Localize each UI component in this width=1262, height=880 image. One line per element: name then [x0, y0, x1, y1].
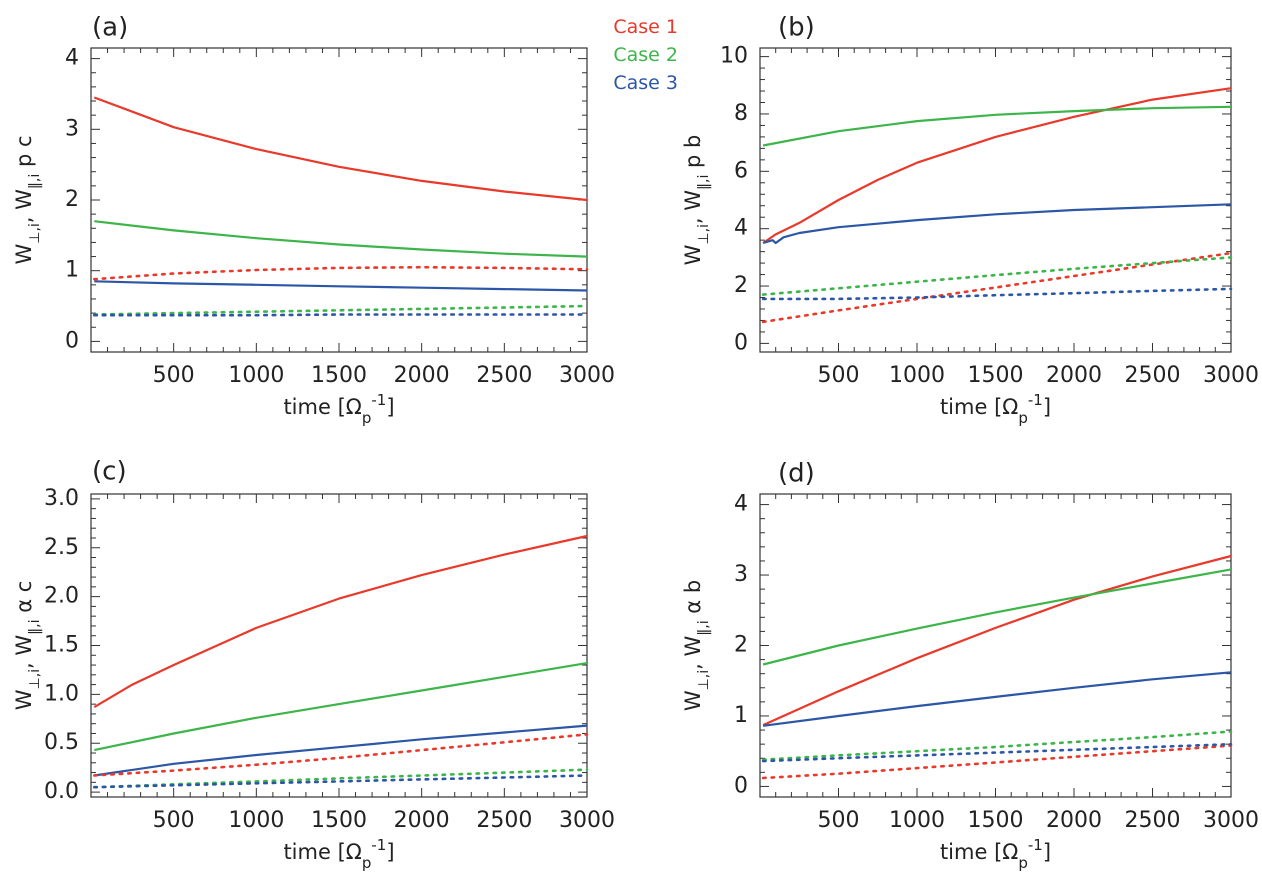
chart-panel: (b) 500 1000 1500 2000 2500 3000 0 2 4 6 8 10 time [Ω… [681, 13, 1259, 428]
x-tick-label: 1500 [311, 808, 367, 833]
series-line-case-1-dotted [761, 251, 1233, 324]
legend-entry: Case 3 [613, 72, 678, 94]
x-tick-label: 3000 [1203, 363, 1259, 388]
series-line-case-1-dotted [93, 265, 589, 281]
y-tick-label: 2.5 [44, 535, 79, 560]
y-tick-label: 3 [734, 562, 748, 587]
x-tick-label: 500 [818, 808, 860, 833]
series-line-case-2-solid [94, 220, 588, 258]
series-line-case-3-solid [94, 724, 588, 777]
y-tick-label: 0 [734, 330, 748, 355]
y-tick-label: 1.0 [44, 681, 79, 706]
y-tick-label: 1 [65, 258, 79, 283]
x-axis-label: time [Ωp-1] [283, 836, 394, 872]
series-line-case-2-dotted [761, 730, 1233, 762]
panel-label: (d) [778, 459, 815, 489]
series-line-case-2-dotted [761, 256, 1233, 296]
y-tick-label: 4 [734, 492, 748, 517]
y-tick-label: 0 [734, 773, 748, 798]
series-line-case-3-dotted [93, 774, 589, 789]
x-tick-label: 500 [153, 808, 195, 833]
y-axis-label: W⊥,i, W‖,i α c [12, 581, 43, 711]
series-line-case-2-solid [762, 568, 1232, 666]
chart-panel: (d) 500 1000 1500 2000 2500 3000 0 1 2 3 4 time [Ωp-… [681, 459, 1259, 873]
x-tick-label: 1500 [311, 363, 367, 388]
y-tick-label: 10 [720, 44, 748, 69]
series-line-case-2-dotted [93, 304, 589, 316]
y-axis-label: W⊥,i, W‖,i p b [681, 135, 712, 266]
legend-entry: Case 1 [613, 16, 678, 38]
x-tick-label: 3000 [559, 808, 615, 833]
x-tick-label: 2000 [1046, 808, 1102, 833]
series-line-case-1-dotted [93, 733, 589, 777]
x-axis-label: time [Ωp-1] [940, 836, 1051, 872]
x-tick-label: 500 [818, 363, 860, 388]
x-tick-label: 1000 [228, 808, 284, 833]
panel-label: (b) [778, 13, 815, 43]
y-tick-label: 0 [65, 328, 79, 353]
series-line-case-3-solid [762, 203, 1232, 245]
panel-label: (a) [92, 13, 128, 43]
series-line-case-3-dotted [761, 287, 1233, 301]
x-tick-label: 1000 [228, 363, 284, 388]
y-axis-label: W⊥,i, W‖,i p c [12, 135, 43, 264]
x-axis-label: time [Ωp-1] [940, 391, 1051, 427]
x-tick-label: 2500 [1125, 363, 1181, 388]
chart-panel: (c) 500 1000 1500 2000 2500 3000 0.0 0.5 1.0 1.5 2.… [12, 457, 615, 873]
series-line-case-2-solid [762, 105, 1232, 147]
series-line-case-2-solid [94, 662, 588, 752]
x-tick-label: 2000 [1046, 363, 1102, 388]
y-tick-label: 3 [65, 116, 79, 141]
y-tick-label: 1 [734, 703, 748, 728]
y-tick-label: 6 [734, 158, 748, 183]
legend: Case 1 Case 2 Case 3 [613, 16, 678, 94]
x-tick-label: 1000 [889, 363, 945, 388]
x-tick-label: 2500 [1125, 808, 1181, 833]
series-line-case-1-solid [93, 534, 588, 709]
chart-panel: (a) 500 1000 1500 2000 2500 3000 0 1 2 3 4 time [Ωp-… [12, 13, 615, 428]
x-tick-label: 2000 [394, 808, 450, 833]
x-axis-label: time [Ωp-1] [283, 391, 394, 427]
y-tick-label: 2 [65, 187, 79, 212]
x-tick-label: 500 [153, 363, 195, 388]
series-line-case-1-solid [762, 87, 1232, 244]
series-line-case-1-solid [762, 554, 1232, 727]
series-line-case-3-solid [94, 280, 588, 292]
y-tick-label: 2 [734, 273, 748, 298]
y-axis-label: W⊥,i, W‖,i α b [681, 580, 712, 711]
y-tick-label: 0.5 [44, 730, 79, 755]
y-tick-label: 0.0 [44, 779, 79, 804]
legend-entry: Case 2 [613, 44, 678, 66]
series-line-case-1-dotted [761, 744, 1233, 780]
panel-label: (c) [92, 457, 127, 487]
plot-frame [759, 47, 1232, 353]
x-tick-label: 3000 [559, 363, 615, 388]
x-tick-label: 1000 [889, 808, 945, 833]
series-line-case-1-solid [93, 96, 588, 202]
y-tick-label: 1.5 [44, 633, 79, 658]
y-tick-label: 8 [734, 101, 748, 126]
x-tick-label: 2500 [476, 808, 532, 833]
series-line-case-3-dotted [93, 313, 589, 317]
y-tick-label: 4 [65, 46, 79, 71]
x-tick-label: 3000 [1203, 808, 1259, 833]
x-tick-label: 1500 [968, 808, 1024, 833]
series-line-case-3-dotted [761, 742, 1233, 763]
x-tick-label: 2000 [394, 363, 450, 388]
series-line-case-3-solid [762, 671, 1232, 727]
x-tick-label: 2500 [476, 363, 532, 388]
y-tick-label: 2.0 [44, 584, 79, 609]
y-tick-label: 3.0 [44, 486, 79, 511]
plot-frame [90, 493, 588, 798]
y-tick-label: 4 [734, 216, 748, 241]
x-tick-label: 1500 [968, 363, 1024, 388]
y-tick-label: 2 [734, 633, 748, 658]
